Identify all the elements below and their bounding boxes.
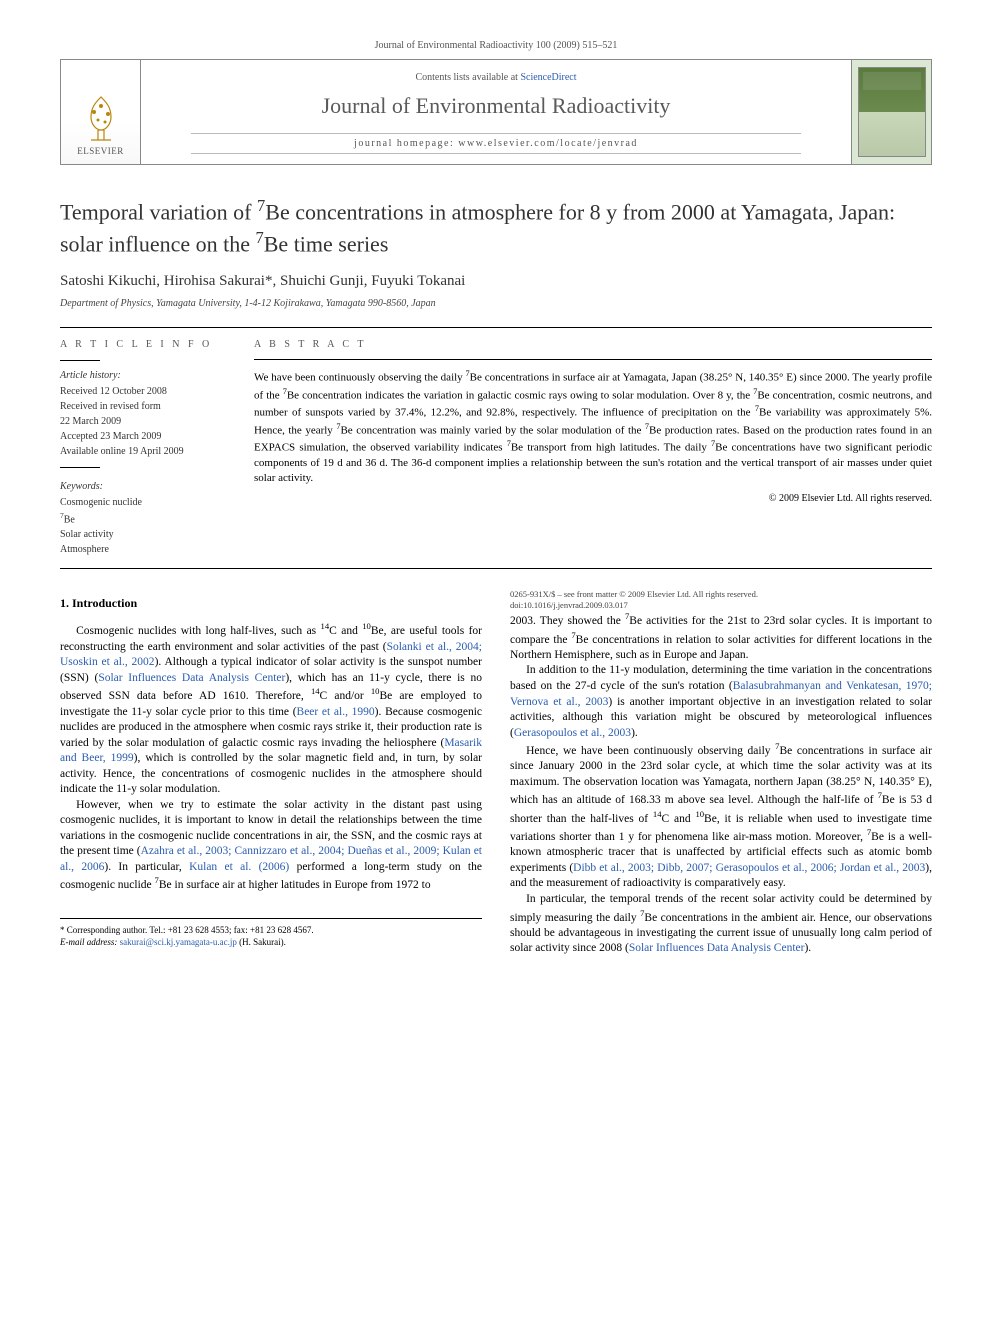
journal-masthead: ELSEVIER Contents lists available at Sci…: [60, 59, 932, 165]
affiliation: Department of Physics, Yamagata Universi…: [60, 298, 932, 309]
history-label: Article history:: [60, 369, 226, 383]
authors-line: Satoshi Kikuchi, Hirohisa Sakurai*, Shui…: [60, 273, 932, 290]
body-paragraph: However, when we try to estimate the sol…: [60, 798, 482, 894]
elsevier-tree-icon: [76, 92, 126, 142]
email-label: E-mail address:: [60, 937, 117, 947]
corresponding-author-footnote: * Corresponding author. Tel.: +81 23 628…: [60, 918, 482, 949]
page: Journal of Environmental Radioactivity 1…: [0, 0, 992, 1000]
keyword: Solar activity: [60, 528, 226, 542]
article-title: Temporal variation of 7Be concentrations…: [60, 195, 932, 259]
keyword: Cosmogenic nuclide: [60, 496, 226, 510]
body-paragraph: Cosmogenic nuclides with long half-lives…: [60, 621, 482, 797]
rule: [254, 359, 932, 360]
contents-prefix: Contents lists available at: [415, 72, 520, 83]
meta-abstract-row: A R T I C L E I N F O Article history: R…: [60, 327, 932, 569]
cover-thumb-block: [851, 60, 931, 164]
article-info-label: A R T I C L E I N F O: [60, 338, 226, 352]
footer-copyright-block: 0265-931X/$ – see front matter © 2009 El…: [510, 589, 932, 611]
history-line: Received in revised form: [60, 400, 226, 414]
email-line: E-mail address: sakurai@sci.kj.yamagata-…: [60, 937, 482, 949]
article-info-column: A R T I C L E I N F O Article history: R…: [60, 328, 240, 568]
abstract-label: A B S T R A C T: [254, 338, 932, 352]
body-paragraph: In addition to the 11-y modulation, dete…: [510, 663, 932, 741]
issn-line: 0265-931X/$ – see front matter © 2009 El…: [510, 589, 932, 600]
body-paragraph: In particular, the temporal trends of th…: [510, 892, 932, 957]
history-line: 22 March 2009: [60, 415, 226, 429]
body-paragraph: Hence, we have been continuously observi…: [510, 741, 932, 892]
body-paragraph: 2003. They showed the 7Be activities for…: [510, 611, 932, 663]
journal-title: Journal of Environmental Radioactivity: [151, 93, 841, 119]
body-two-column: 1. Introduction Cosmogenic nuclides with…: [60, 589, 932, 960]
rule: [60, 467, 100, 468]
corr-author-line: * Corresponding author. Tel.: +81 23 628…: [60, 925, 482, 937]
rule: [60, 360, 100, 361]
keyword: Atmosphere: [60, 543, 226, 557]
abstract-copyright: © 2009 Elsevier Ltd. All rights reserved…: [254, 492, 932, 506]
keywords-label: Keywords:: [60, 480, 226, 494]
history-line: Accepted 23 March 2009: [60, 430, 226, 444]
journal-cover-thumbnail: [858, 67, 926, 157]
abstract-column: A B S T R A C T We have been continuousl…: [240, 328, 932, 568]
keyword: 7Be: [60, 511, 226, 527]
email-link[interactable]: sakurai@sci.kj.yamagata-u.ac.jp: [120, 937, 237, 947]
sciencedirect-link[interactable]: ScienceDirect: [520, 72, 576, 83]
running-citation: Journal of Environmental Radioactivity 1…: [60, 40, 932, 51]
publisher-label: ELSEVIER: [77, 146, 124, 156]
contents-available-line: Contents lists available at ScienceDirec…: [151, 72, 841, 83]
history-line: Received 12 October 2008: [60, 385, 226, 399]
doi-line: doi:10.1016/j.jenvrad.2009.03.017: [510, 600, 932, 611]
email-paren: (H. Sakurai).: [239, 937, 286, 947]
history-line: Available online 19 April 2009: [60, 445, 226, 459]
journal-homepage: journal homepage: www.elsevier.com/locat…: [191, 133, 801, 154]
section-heading-introduction: 1. Introduction: [60, 595, 482, 611]
masthead-center: Contents lists available at ScienceDirec…: [141, 60, 851, 164]
abstract-text: We have been continuously observing the …: [254, 368, 932, 485]
publisher-block: ELSEVIER: [61, 60, 141, 164]
